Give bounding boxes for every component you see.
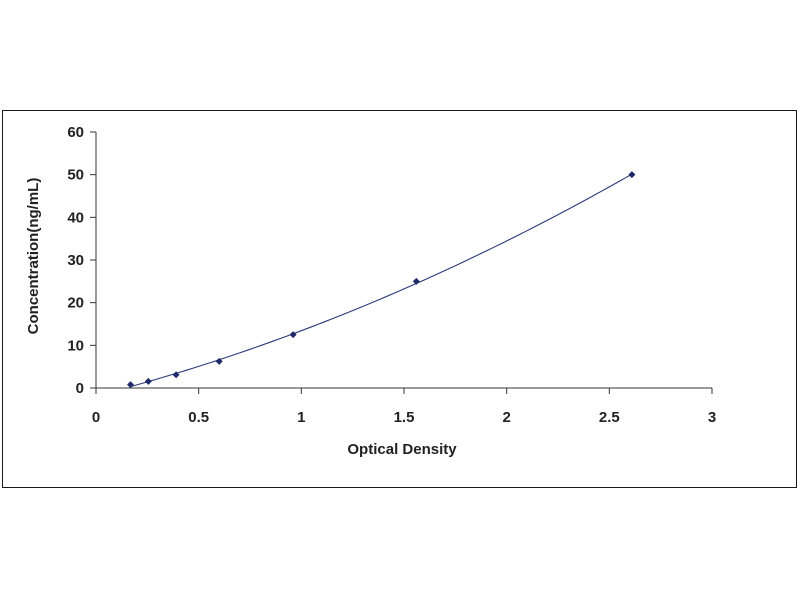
x-tick-label: 0 bbox=[92, 409, 100, 426]
y-tick-label: 60 bbox=[67, 124, 84, 141]
x-axis-title: Optical Density bbox=[347, 441, 457, 458]
y-tick-label: 0 bbox=[76, 380, 84, 397]
data-point bbox=[412, 277, 420, 285]
data-point bbox=[144, 377, 152, 385]
data-point bbox=[126, 381, 134, 389]
data-point bbox=[172, 371, 180, 379]
y-tick-label: 10 bbox=[67, 337, 84, 354]
y-tick-label: 40 bbox=[67, 209, 84, 226]
y-tick-label: 30 bbox=[67, 252, 84, 269]
y-axis-title: Concentration(ng/mL) bbox=[25, 178, 42, 335]
axes bbox=[95, 132, 712, 389]
x-tick-label: 1.5 bbox=[394, 409, 415, 426]
x-tick-label: 3 bbox=[708, 409, 716, 426]
x-tick-label: 1 bbox=[297, 409, 305, 426]
y-tick-label: 20 bbox=[67, 295, 84, 312]
y-ticks: 0 10 20 30 40 50 60 bbox=[67, 124, 96, 397]
data-points bbox=[126, 171, 636, 389]
x-tick-label: 2.5 bbox=[599, 409, 620, 426]
x-ticks: 0 0.5 1 1.5 2 2.5 3 bbox=[92, 388, 716, 426]
data-point bbox=[289, 331, 297, 339]
data-point bbox=[215, 357, 223, 365]
x-tick-label: 0.5 bbox=[188, 409, 209, 426]
x-tick-label: 2 bbox=[502, 409, 510, 426]
data-point bbox=[628, 171, 636, 179]
fit-curve bbox=[130, 173, 633, 388]
chart-frame bbox=[2, 110, 797, 488]
y-tick-label: 50 bbox=[67, 167, 84, 184]
